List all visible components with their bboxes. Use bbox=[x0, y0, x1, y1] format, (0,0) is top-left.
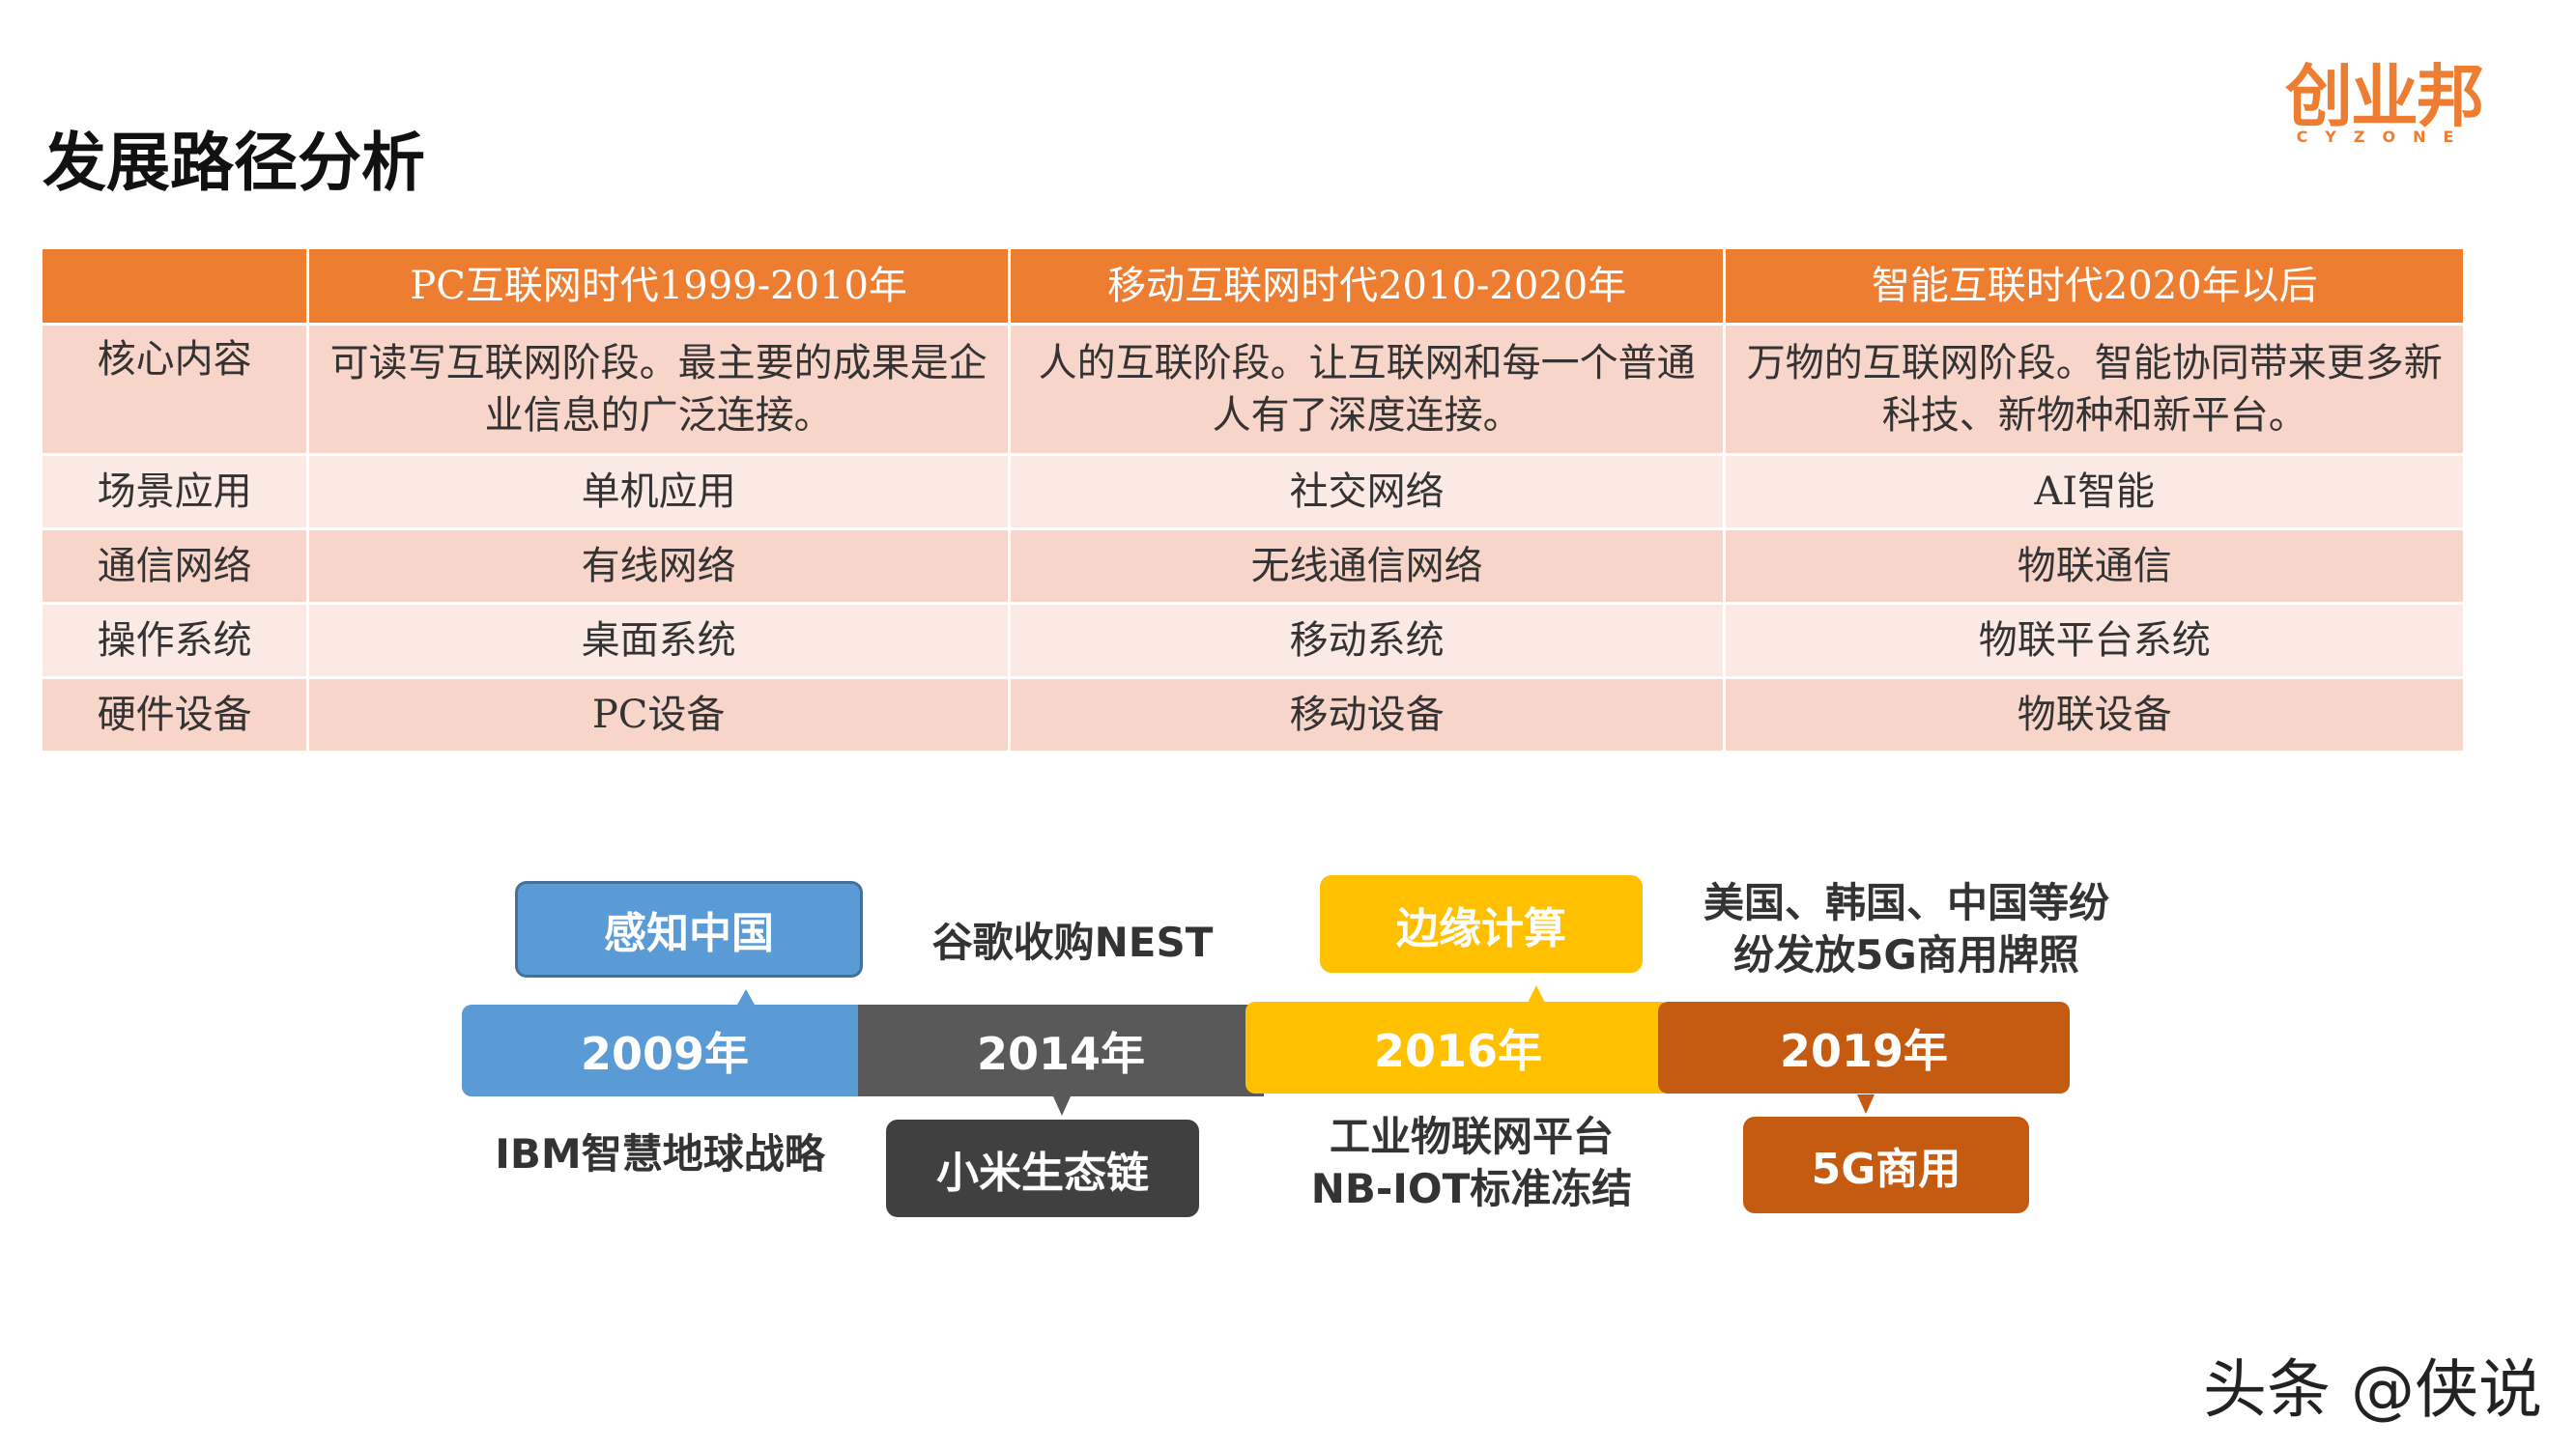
table-row: 硬件设备 PC设备 移动设备 物联设备 bbox=[43, 677, 2466, 753]
table-cell: 有线网络 bbox=[307, 528, 1011, 605]
watermark: 头条 @侠说 bbox=[2203, 1352, 2542, 1427]
header-cell: 智能互联时代2020年以后 bbox=[1724, 249, 2466, 326]
table-cell: 桌面系统 bbox=[307, 603, 1011, 679]
box-xiaomi: 小米生态链 bbox=[886, 1120, 1199, 1217]
table-header: PC互联网时代1999-2010年 移动互联网时代2010-2020年 智能互联… bbox=[43, 249, 2466, 326]
pointer-icon bbox=[1528, 985, 1545, 1003]
row-label: 场景应用 bbox=[43, 454, 310, 530]
event-5g-license: 美国、韩国、中国等纷 纷发放5G商用牌照 bbox=[1703, 879, 2109, 979]
header-cell: PC互联网时代1999-2010年 bbox=[307, 249, 1011, 326]
table-cell: 物联平台系统 bbox=[1724, 603, 2466, 679]
cyzone-logo: 创业邦 CYZONE bbox=[2285, 57, 2484, 146]
page-title: 发展路径分析 bbox=[43, 126, 425, 200]
pointer-icon bbox=[1053, 1096, 1071, 1116]
pointer-icon bbox=[737, 989, 755, 1005]
header-cell bbox=[43, 249, 310, 326]
table-row: 核心内容 可读写互联网阶段。最主要的成果是企业信息的广泛连接。 人的互联阶段。让… bbox=[43, 324, 2466, 456]
row-label: 核心内容 bbox=[43, 324, 310, 456]
table-cell: 万物的互联网阶段。智能协同带来更多新科技、新物种和新平台。 bbox=[1724, 324, 2466, 456]
timeline-2014: 2014年 bbox=[858, 1005, 1264, 1096]
row-label: 通信网络 bbox=[43, 528, 310, 605]
table-cell: 移动系统 bbox=[1009, 603, 1727, 679]
table-cell: AI智能 bbox=[1724, 454, 2466, 530]
table-cell: PC设备 bbox=[307, 677, 1011, 753]
table-cell: 社交网络 bbox=[1009, 454, 1727, 530]
table-row: 通信网络 有线网络 无线通信网络 物联通信 bbox=[43, 528, 2466, 605]
header-cell: 移动互联网时代2010-2020年 bbox=[1009, 249, 1727, 326]
timeline-2016: 2016年 bbox=[1245, 1002, 1671, 1094]
row-label: 硬件设备 bbox=[43, 677, 310, 753]
event-ibm: IBM智慧地球战略 bbox=[495, 1130, 825, 1178]
timeline-2019: 2019年 bbox=[1658, 1002, 2070, 1094]
event-iiot: 工业物联网平台 NB-IOT标准冻结 bbox=[1310, 1113, 1633, 1212]
table-cell: 可读写互联网阶段。最主要的成果是企业信息的广泛连接。 bbox=[307, 324, 1011, 456]
pointer-icon bbox=[1857, 1094, 1875, 1114]
box-5g: 5G商用 bbox=[1743, 1117, 2029, 1213]
table-cell: 人的互联阶段。让互联网和每一个普通人有了深度连接。 bbox=[1009, 324, 1727, 456]
table-cell: 移动设备 bbox=[1009, 677, 1727, 753]
timeline-2009: 2009年 bbox=[462, 1005, 868, 1096]
box-ganzhi-china: 感知中国 bbox=[515, 881, 863, 978]
table-row: 场景应用 单机应用 社交网络 AI智能 bbox=[43, 454, 2466, 530]
table-row: 操作系统 桌面系统 移动系统 物联平台系统 bbox=[43, 603, 2466, 679]
row-label: 操作系统 bbox=[43, 603, 310, 679]
box-edge-computing: 边缘计算 bbox=[1320, 875, 1643, 973]
table-cell: 物联设备 bbox=[1724, 677, 2466, 753]
table-cell: 无线通信网络 bbox=[1009, 528, 1727, 605]
comparison-table: PC互联网时代1999-2010年 移动互联网时代2010-2020年 智能互联… bbox=[43, 249, 2466, 753]
table-cell: 单机应用 bbox=[307, 454, 1011, 530]
event-google-nest: 谷歌收购NEST bbox=[931, 919, 1214, 966]
table-cell: 物联通信 bbox=[1724, 528, 2466, 605]
